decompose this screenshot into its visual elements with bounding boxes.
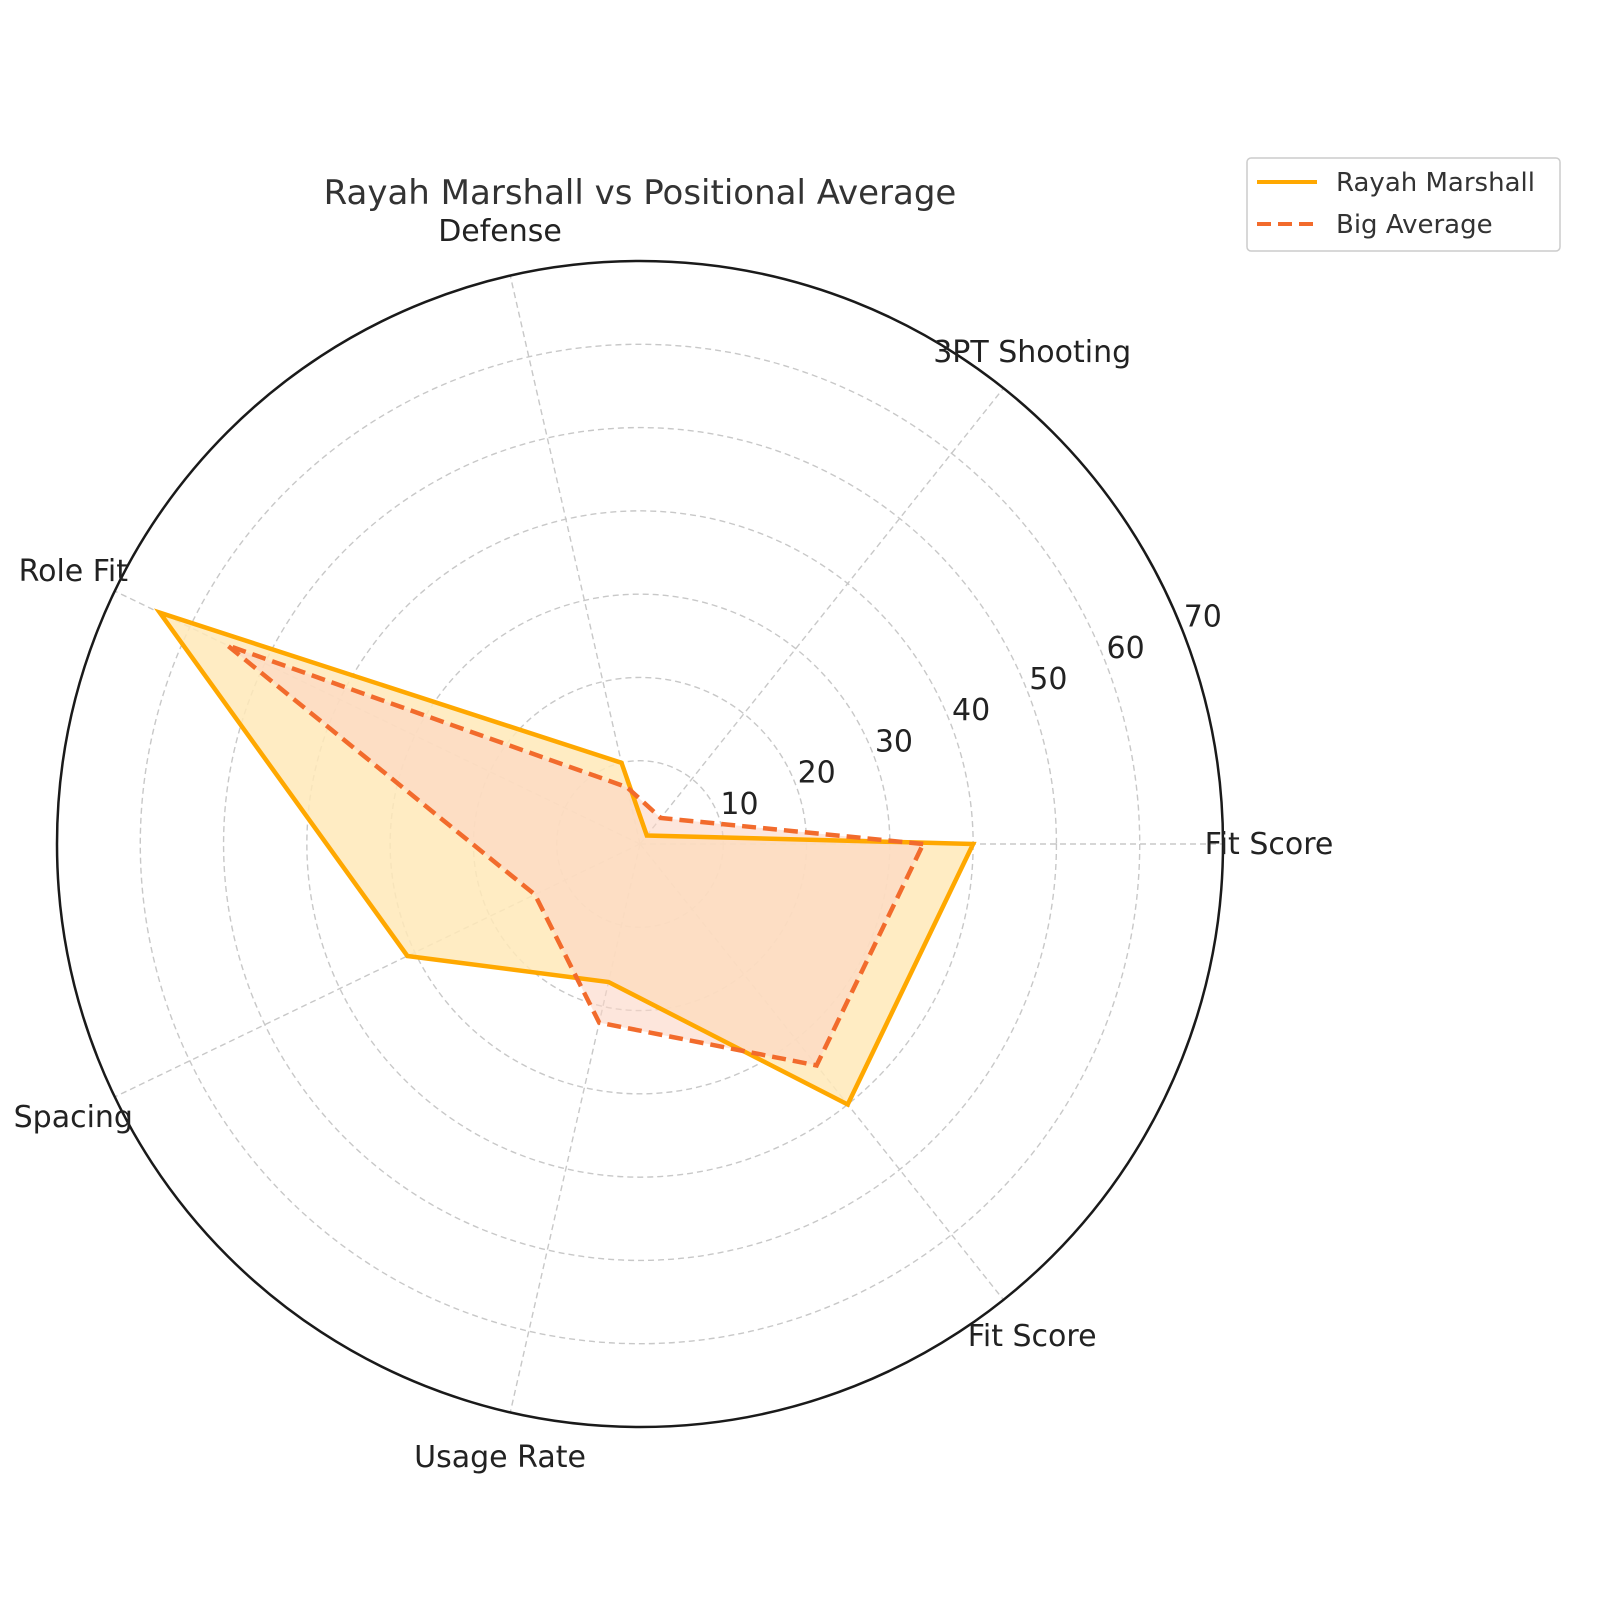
grid-spoke — [114, 843, 641, 1098]
polar-grid — [55, 259, 1225, 1429]
series-lines — [153, 608, 977, 1108]
grid-spoke — [639, 387, 1005, 845]
grid-circle — [139, 343, 1141, 1345]
outer-circle — [55, 259, 1225, 1429]
grid-spoke — [509, 275, 641, 845]
grid-spoke — [509, 843, 641, 1413]
axis-label: 3PT Shooting — [933, 335, 1131, 370]
r-tick-label: 20 — [798, 756, 836, 791]
series-line-rayah-marshall — [153, 608, 977, 1108]
axis-label: Fit Score — [1205, 827, 1334, 862]
chart-title: Rayah Marshall vs Positional Average — [324, 173, 957, 213]
legend-box — [1246, 157, 1561, 252]
axis-label: Fit Score — [968, 1319, 1097, 1354]
series-line-big-average — [225, 643, 927, 1068]
legend-label-big-average: Big Average — [1336, 210, 1493, 240]
r-tick-label: 30 — [875, 724, 913, 759]
r-tick-label: 40 — [952, 693, 990, 728]
axis-label: Spacing — [14, 1100, 133, 1135]
legend: Rayah Marshall Big Average — [1246, 157, 1561, 252]
r-tick-label: 70 — [1184, 600, 1222, 635]
axis-label: Role Fit — [19, 554, 129, 589]
axis-label: Usage Rate — [414, 1440, 586, 1475]
legend-label-rayah-marshall: Rayah Marshall — [1336, 168, 1535, 198]
r-tick-label: 50 — [1029, 662, 1067, 697]
r-tick-label: 60 — [1106, 631, 1144, 666]
series-fills — [159, 612, 974, 1105]
series-fill-1 — [227, 645, 924, 1066]
axis-label: Defense — [438, 214, 562, 249]
r-tick-label: 10 — [720, 787, 758, 822]
grid-circle — [222, 426, 1058, 1262]
axis-labels: 10 20 30 40 50 60 70 Fit Score 3PT Shooting Defen… — [14, 214, 1334, 1475]
